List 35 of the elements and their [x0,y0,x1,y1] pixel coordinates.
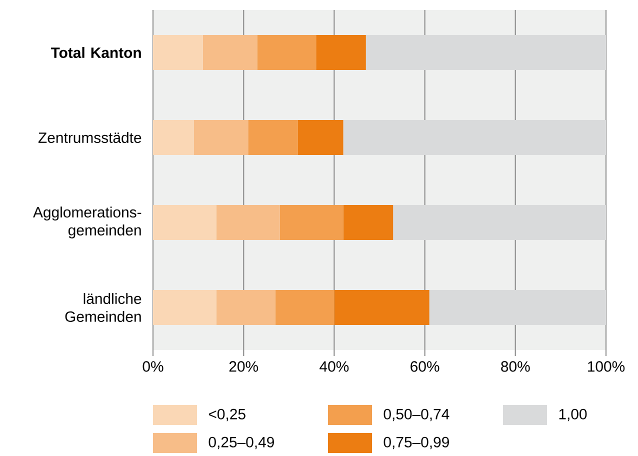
bar [429,290,606,326]
bar [275,290,334,326]
bar [298,120,344,156]
legend-label: <0,25 [208,408,246,422]
bar [393,205,606,240]
x-tick-label: 20% [229,361,258,372]
bar [248,120,298,156]
x-tick-label: 60% [410,361,440,372]
bar [153,120,194,156]
y-tick-label: Agglomerations-gemeinden [33,206,142,238]
bar [153,290,216,326]
bar [153,205,216,240]
bar [334,290,430,326]
x-tick-label: 100% [588,361,625,372]
bar [216,290,276,326]
x-tick-label: 0% [142,361,164,372]
bar [257,35,316,70]
bar [316,35,366,70]
bar [216,205,280,240]
x-tick-label: 80% [501,361,530,372]
y-tick-label: Total Kanton [50,47,141,58]
legend-label: 0,25–0,49 [208,436,274,450]
legend-label: 0,75–0,99 [384,436,449,450]
legend-label: 0,50–0,74 [384,408,450,422]
bar [202,35,258,70]
bar [280,205,344,240]
bar [194,120,248,156]
x-tick-label: 40% [320,361,349,372]
bar [153,35,203,70]
bar [343,205,394,240]
bar [366,35,606,70]
legend-label: 1,00 [559,408,587,422]
y-tick-label: ländliche Gemeinden [65,293,142,322]
bar [343,120,606,156]
y-tick-label: Zentrumsstädte [38,132,142,143]
